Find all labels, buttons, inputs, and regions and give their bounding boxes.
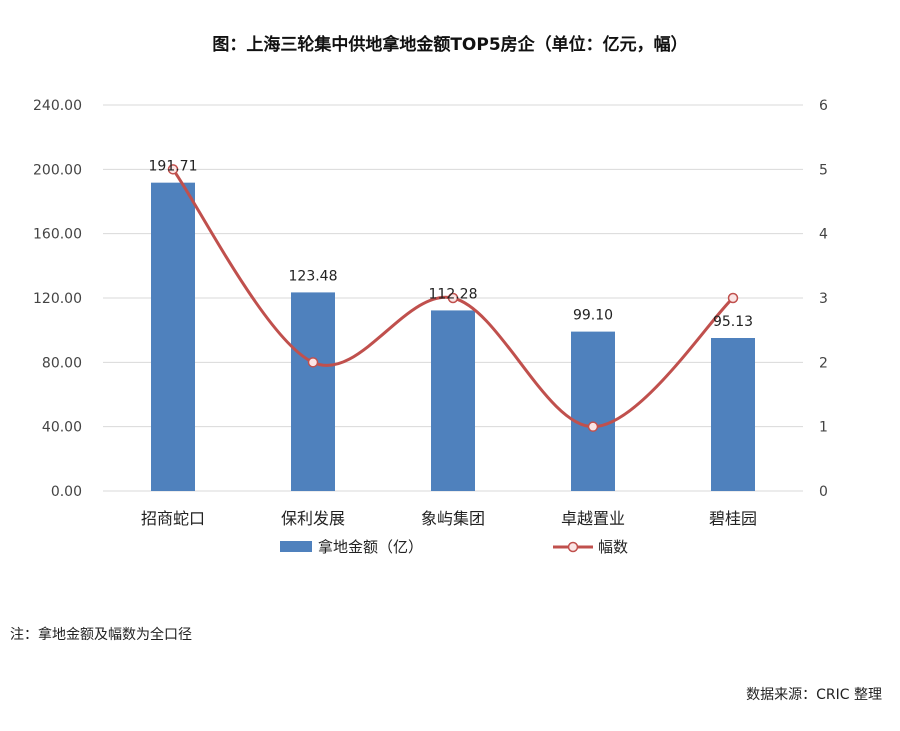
count-point: [447, 292, 459, 304]
bar-value-label: 95.13: [713, 314, 753, 330]
category-labels: 招商蛇口 保利发展 象屿集团 卓越置业 碧桂园: [141, 509, 757, 528]
left-tick-label: 120.00: [33, 291, 82, 307]
legend-swatch-marker: [567, 541, 579, 553]
left-tick-label: 0.00: [51, 484, 82, 500]
left-tick-label: 160.00: [33, 227, 82, 243]
data-labels: 191.71 123.48 112.28 99.10 95.13: [149, 159, 754, 330]
data-source: 数据来源：CRIC 整理: [746, 687, 882, 703]
bar-value-label: 123.48: [289, 268, 338, 284]
right-tick-label: 6: [819, 98, 828, 114]
category-label: 保利发展: [281, 509, 345, 528]
bar: [571, 331, 615, 491]
count-point: [727, 292, 739, 304]
right-tick-label: 4: [819, 227, 828, 243]
left-axis: 0.00 40.00 80.00 120.00 160.00 200.00 240.00: [33, 98, 82, 500]
bar: [711, 337, 755, 491]
count-point: [587, 421, 599, 432]
category-label: 象屿集团: [421, 509, 485, 528]
legend-label-count: 幅数: [598, 538, 628, 556]
count-point: [167, 164, 179, 175]
category-label: 碧桂园: [709, 509, 757, 528]
right-tick-label: 0: [819, 484, 828, 500]
right-tick-label: 1: [819, 420, 828, 436]
legend: 拿地金额（亿） 幅数: [280, 538, 628, 556]
category-label: 招商蛇口: [141, 509, 205, 528]
count-line: [167, 164, 739, 432]
left-tick-label: 240.00: [33, 98, 82, 114]
bar-value-label: 191.71: [149, 159, 198, 175]
right-axis: 0 1 2 3 4 5 6: [819, 98, 828, 500]
left-tick-label: 80.00: [42, 355, 82, 371]
left-tick-label: 200.00: [33, 162, 82, 178]
bar: [291, 292, 335, 491]
count-point: [307, 357, 319, 368]
legend-swatch-bar: [280, 541, 312, 552]
bar-value-label: 99.10: [573, 308, 613, 324]
left-tick-label: 40.00: [42, 420, 82, 436]
chart-title: 图：上海三轮集中供地拿地金额TOP5房企（单位：亿元，幅）: [212, 35, 688, 55]
right-tick-label: 2: [819, 355, 828, 371]
bar-value-label: 112.28: [429, 286, 478, 302]
combo-chart: 0.00 40.00 80.00 120.00 160.00 200.00 240.00 0…: [33, 98, 828, 556]
legend-label-amount: 拿地金额（亿）: [318, 538, 423, 556]
bar: [431, 310, 475, 491]
right-tick-label: 5: [819, 162, 828, 178]
footnote: 注：拿地金额及幅数为全口径: [10, 627, 192, 643]
bar: [151, 182, 195, 491]
category-label: 卓越置业: [561, 509, 625, 528]
bars: [151, 182, 755, 491]
right-tick-label: 3: [819, 291, 828, 307]
